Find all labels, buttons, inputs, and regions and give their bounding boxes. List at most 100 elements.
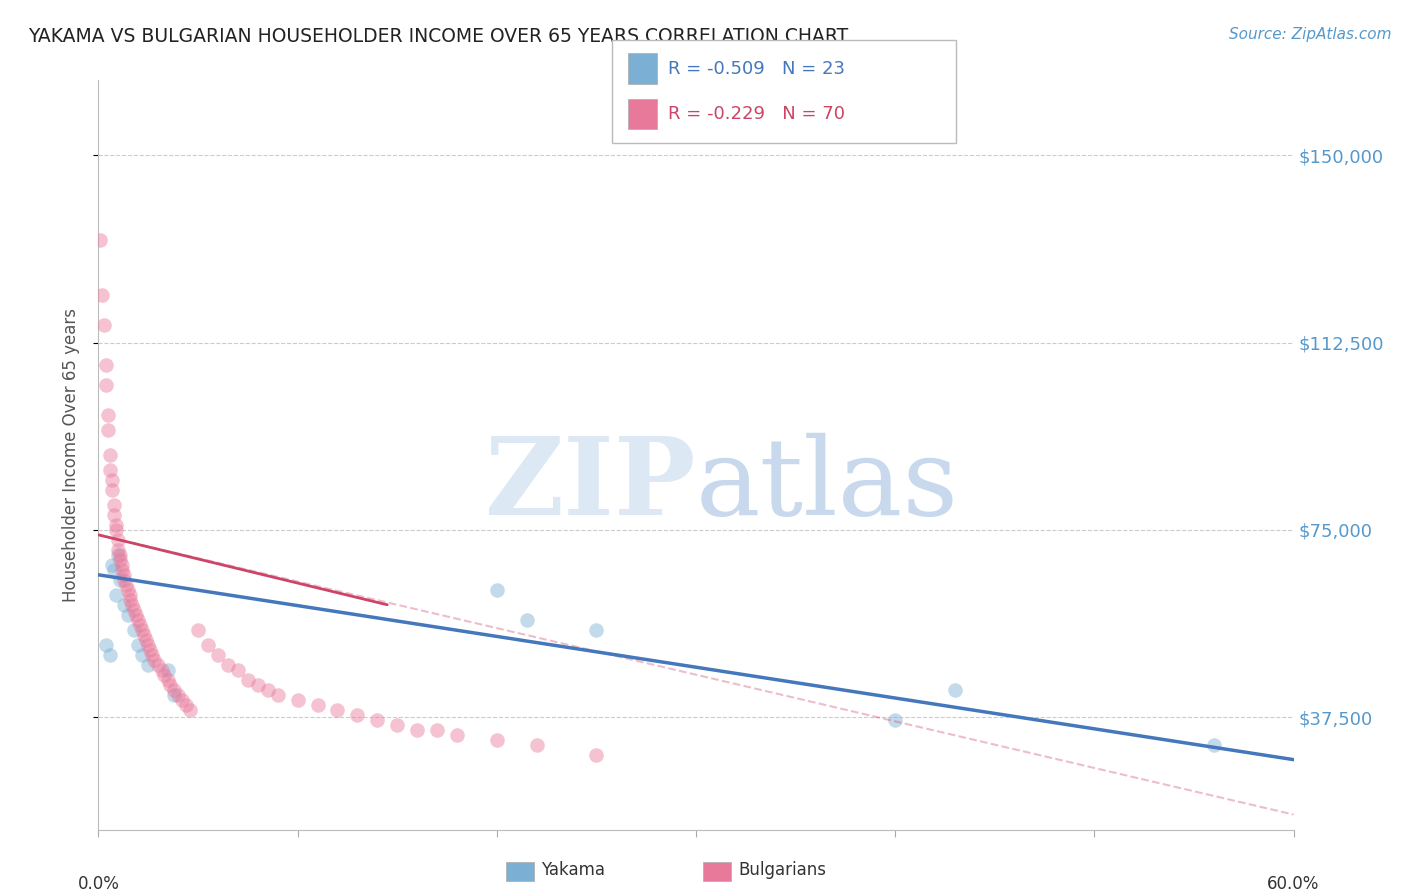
- Point: [150, 663, 173, 677]
- Text: 60.0%: 60.0%: [1267, 874, 1320, 892]
- Point: [107, 533, 129, 547]
- Point: [110, 548, 132, 562]
- Text: Source: ZipAtlas.com: Source: ZipAtlas.com: [1229, 27, 1392, 42]
- Point: [516, 613, 538, 627]
- Point: [226, 663, 249, 677]
- Point: [101, 483, 124, 497]
- Point: [136, 657, 159, 672]
- Point: [1202, 738, 1225, 752]
- Point: [97, 423, 120, 437]
- Point: [236, 673, 259, 687]
- Point: [103, 508, 125, 522]
- Text: YAKAMA VS BULGARIAN HOUSEHOLDER INCOME OVER 65 YEARS CORRELATION CHART: YAKAMA VS BULGARIAN HOUSEHOLDER INCOME O…: [28, 27, 848, 45]
- Point: [124, 603, 146, 617]
- Y-axis label: Householder Income Over 65 years: Householder Income Over 65 years: [62, 308, 80, 602]
- Point: [207, 648, 229, 662]
- Point: [105, 523, 128, 537]
- Text: Yakama: Yakama: [541, 861, 606, 879]
- Point: [187, 623, 209, 637]
- Point: [217, 657, 239, 672]
- Point: [101, 473, 124, 487]
- Point: [105, 588, 128, 602]
- Text: ZIP: ZIP: [485, 432, 696, 538]
- Text: R = -0.509   N = 23: R = -0.509 N = 23: [668, 60, 845, 78]
- Point: [107, 548, 129, 562]
- Point: [136, 638, 159, 652]
- Point: [101, 558, 124, 572]
- Point: [134, 628, 156, 642]
- Point: [96, 378, 118, 392]
- Point: [157, 663, 180, 677]
- Point: [884, 713, 907, 727]
- Point: [127, 638, 149, 652]
- Point: [135, 632, 157, 647]
- Point: [174, 698, 197, 712]
- Point: [103, 498, 125, 512]
- Point: [120, 592, 142, 607]
- Text: atlas: atlas: [696, 433, 959, 538]
- Point: [115, 578, 138, 592]
- Point: [107, 542, 129, 557]
- Point: [98, 448, 122, 462]
- Point: [167, 688, 190, 702]
- Point: [585, 623, 607, 637]
- Point: [287, 692, 309, 706]
- Point: [141, 648, 163, 662]
- Point: [112, 573, 135, 587]
- Point: [111, 563, 134, 577]
- Point: [159, 678, 181, 692]
- Point: [326, 703, 349, 717]
- Point: [943, 682, 966, 697]
- Point: [585, 747, 607, 762]
- Point: [179, 703, 201, 717]
- Point: [526, 738, 548, 752]
- Point: [112, 567, 135, 582]
- Point: [267, 688, 290, 702]
- Point: [139, 642, 162, 657]
- Point: [446, 728, 468, 742]
- Point: [406, 723, 429, 737]
- Point: [91, 288, 114, 302]
- Point: [143, 653, 166, 667]
- Point: [385, 717, 409, 731]
- Point: [121, 598, 143, 612]
- Point: [125, 607, 148, 622]
- Point: [131, 648, 153, 662]
- Point: [110, 553, 132, 567]
- Point: [98, 648, 122, 662]
- Point: [426, 723, 449, 737]
- Point: [366, 713, 388, 727]
- Point: [103, 563, 125, 577]
- Point: [256, 682, 278, 697]
- Point: [485, 732, 508, 747]
- Point: [97, 408, 120, 422]
- Point: [96, 358, 118, 372]
- Point: [485, 582, 508, 597]
- Point: [117, 607, 139, 622]
- Point: [127, 613, 149, 627]
- Point: [307, 698, 329, 712]
- Point: [110, 573, 132, 587]
- Point: [157, 673, 180, 687]
- Text: Bulgarians: Bulgarians: [738, 861, 827, 879]
- Point: [124, 623, 146, 637]
- Point: [346, 707, 368, 722]
- Point: [163, 688, 186, 702]
- Point: [153, 667, 176, 681]
- Text: R = -0.229   N = 70: R = -0.229 N = 70: [668, 105, 845, 123]
- Point: [89, 233, 111, 247]
- Point: [246, 678, 269, 692]
- Point: [112, 598, 135, 612]
- Point: [197, 638, 219, 652]
- Point: [148, 657, 170, 672]
- Point: [129, 617, 152, 632]
- Point: [111, 558, 134, 572]
- Text: 0.0%: 0.0%: [77, 874, 120, 892]
- Point: [98, 463, 122, 477]
- Point: [93, 318, 115, 332]
- Point: [96, 638, 118, 652]
- Point: [172, 692, 194, 706]
- Point: [163, 682, 186, 697]
- Point: [131, 623, 153, 637]
- Point: [105, 517, 128, 532]
